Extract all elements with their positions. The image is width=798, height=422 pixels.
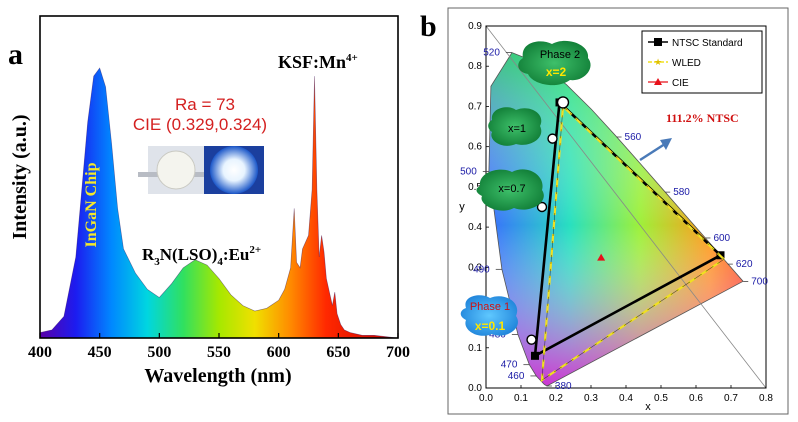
x-tick-label: 0.4: [619, 393, 633, 404]
phase-2-inset: Phase 2 x=2: [518, 40, 591, 86]
panel-a-x-label: Wavelength (nm): [144, 365, 291, 387]
x1-inset: x=1: [488, 107, 542, 146]
y-tick-label: 0.7: [468, 101, 482, 112]
phase-point: [556, 96, 570, 109]
x-tick-label: 0.8: [759, 393, 773, 404]
x-tick-label: 600: [267, 344, 291, 361]
legend-item-ntsc: NTSC Standard: [648, 38, 743, 49]
spectrum-line: [39, 67, 399, 339]
cie-reference-line: [485, 25, 767, 389]
wavelength-label: 620: [736, 259, 753, 270]
svg-text:WLED: WLED: [672, 58, 701, 69]
legend-item-cie: CIE: [648, 78, 689, 89]
x-tick-label: 550: [207, 344, 231, 361]
phase1-title: Phase 1: [470, 301, 510, 313]
wavelength-label: 470: [501, 360, 518, 371]
cie-point: [597, 253, 606, 261]
ingan-chip-label: InGaN Chip: [83, 162, 100, 247]
phase-point: [526, 334, 537, 345]
panel-b-y-label: y: [459, 201, 465, 213]
spectrum-area: [40, 68, 398, 338]
phase-point: [536, 201, 548, 213]
x-tick-label: 650: [326, 344, 350, 361]
cie-annotation: CIE (0.329,0.324): [133, 115, 267, 134]
panel-b-x-label: x: [645, 401, 651, 413]
x1-label: x=1: [508, 123, 526, 135]
x-tick-label: 500: [147, 344, 171, 361]
wavelength-label: 490: [473, 264, 490, 275]
wled-triangle-shadow: [541, 105, 725, 381]
phase2-x: x=2: [546, 65, 567, 79]
wavelength-label: 580: [673, 187, 690, 198]
led-off-image: [156, 150, 196, 190]
x-tick-label: 0.6: [689, 393, 703, 404]
y-tick-label: 0.6: [468, 142, 482, 153]
ntsc-arrow: [639, 138, 672, 162]
phase2-title: Phase 2: [540, 49, 580, 61]
legend-item-wled: ★ WLED: [648, 58, 701, 69]
ra-annotation: Ra = 73: [175, 95, 235, 114]
svg-text:CIE: CIE: [672, 78, 689, 89]
x07-label: x=0.7: [498, 183, 525, 195]
svg-text:NTSC Standard: NTSC Standard: [672, 38, 743, 49]
ntsc-percentage: 111.2% NTSC: [666, 111, 739, 125]
led-on-image: [210, 146, 258, 194]
wavelength-label: 500: [460, 167, 477, 178]
y-tick-label: 0.5: [468, 182, 482, 193]
y-tick-label: 0.8: [468, 61, 482, 72]
x-tick-label: 450: [88, 344, 112, 361]
phosphor-annotation: R3N(LSO)4:Eu2+: [142, 244, 261, 268]
panel-b-letter: b: [420, 10, 437, 43]
phase-points: [526, 96, 570, 345]
x-tick-label: 400: [28, 344, 52, 361]
x-tick-label: 0.5: [654, 393, 668, 404]
y-tick-label: 0.9: [468, 21, 482, 32]
panel-a-plot: 400 450 500 550 600 650 700: [28, 15, 410, 361]
wavelength-label: 700: [751, 276, 768, 287]
wavelength-labels: 380460470480490500520560580600620700: [460, 48, 768, 392]
panel-a-letter: a: [8, 38, 23, 71]
y-tick-label: 0.0: [468, 383, 482, 394]
panel-a-x-ticks: 400 450 500 550 600 650 700: [28, 333, 410, 361]
x-tick-label: 0.3: [584, 393, 598, 404]
y-tick-label: 0.1: [468, 343, 482, 354]
wavelength-label: 380: [555, 381, 572, 392]
x-tick-label: 700: [386, 344, 410, 361]
y-tick-label: 0.4: [468, 222, 482, 233]
phase-1-inset: Phase 1 x=0.1: [460, 295, 518, 336]
x-tick-label: 0.0: [479, 393, 493, 404]
phase-point: [547, 133, 558, 144]
y-tick-label: 0.3: [468, 262, 482, 273]
x07-inset: x=0.7: [476, 169, 544, 211]
svg-text:★: ★: [654, 58, 662, 68]
led-photo-inset: [138, 146, 264, 194]
legend: NTSC Standard ★ WLED CIE: [641, 30, 763, 94]
wavelength-label: 560: [625, 132, 642, 143]
x-tick-label: 0.2: [549, 393, 563, 404]
panel-a-y-label: Intensity (a.u.): [9, 114, 31, 239]
wavelength-label: 460: [508, 371, 525, 382]
wavelength-label: 520: [483, 48, 500, 59]
x-tick-label: 0.7: [724, 393, 738, 404]
ksf-annotation: KSF:Mn4+: [278, 52, 358, 72]
ntsc-vertex: [531, 351, 539, 360]
wled-triangle: [540, 104, 725, 383]
wavelength-label: 600: [713, 233, 730, 244]
x-tick-label: 0.1: [514, 393, 528, 404]
phase1-x: x=0.1: [475, 319, 506, 333]
